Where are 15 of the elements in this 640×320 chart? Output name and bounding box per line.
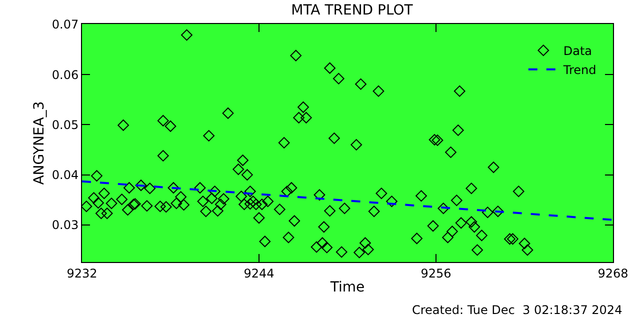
chart-title: MTA TREND PLOT: [291, 2, 414, 19]
legend-label: Trend: [562, 63, 596, 78]
x-tick-label: 9232: [66, 266, 98, 280]
x-tick-label: 9256: [420, 266, 452, 280]
x-axis-title: Time: [329, 280, 365, 296]
legend-label: Data: [563, 44, 592, 58]
y-tick-label: 0.03: [52, 218, 79, 232]
y-axis-title: ANGYNEA_3: [31, 101, 48, 185]
text: Created: Tue Dec 3 02:18:37 2024: [412, 303, 622, 317]
y-tick-label: 0.06: [52, 68, 79, 82]
x-tick-label: 9244: [244, 266, 274, 280]
y-tick-label: 0.04: [52, 168, 79, 182]
x-tick-label: 9268: [598, 266, 628, 280]
y-tick-label: 0.05: [52, 118, 79, 132]
y-tick-label: 0.07: [52, 18, 79, 32]
